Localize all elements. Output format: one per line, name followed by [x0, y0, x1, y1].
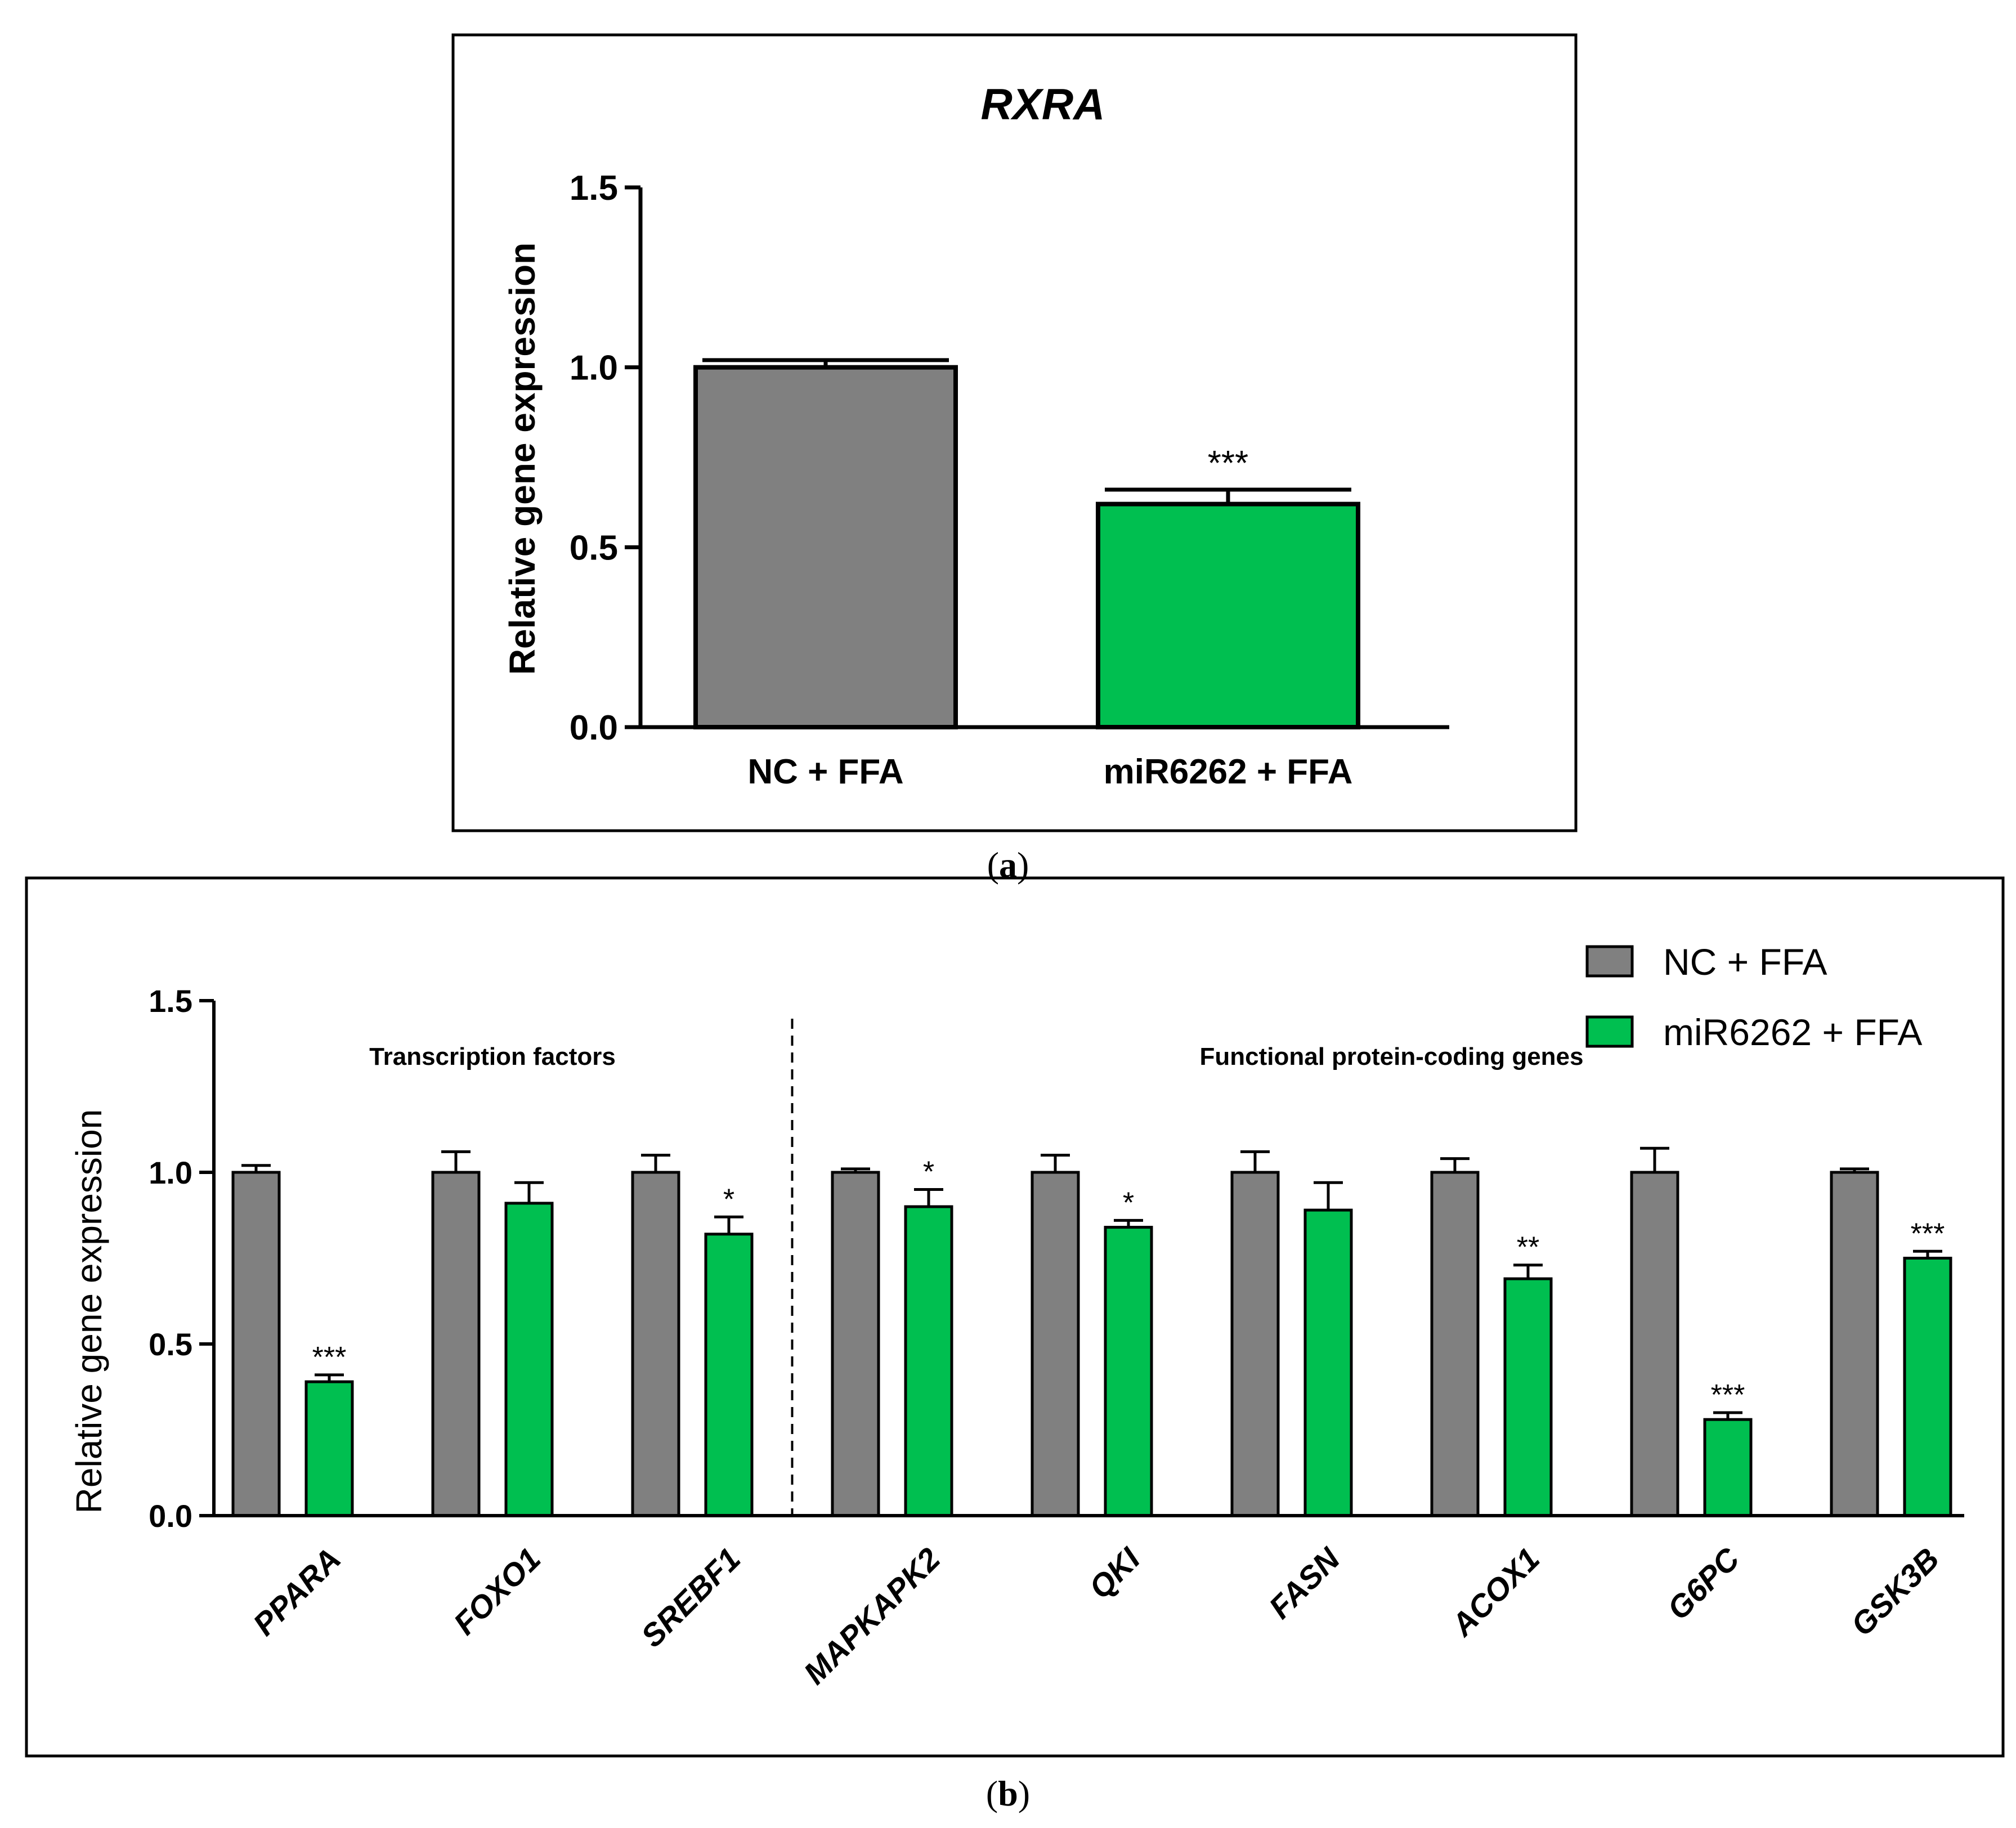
group-label: Transcription factors — [369, 1043, 616, 1070]
bar — [1096, 501, 1360, 729]
bar — [904, 1205, 953, 1517]
y-tick-label: 0.5 — [149, 1327, 192, 1362]
legend: NC + FFA miR6262 + FFA — [1585, 941, 1922, 1053]
panel-a-bars: *** — [693, 358, 1360, 729]
significance-label: *** — [1911, 1217, 1945, 1250]
bar — [693, 365, 958, 729]
bar — [231, 1171, 281, 1517]
x-tick-label: FASN — [1262, 1540, 1347, 1625]
x-tick-label: GSK3B — [1844, 1541, 1946, 1643]
panel-b: Relative gene expression 0.0 0.5 1.0 1.5 Tr… — [25, 876, 2005, 1758]
y-tick-label: 1.5 — [149, 983, 192, 1019]
bar — [431, 1171, 481, 1517]
bar — [1430, 1171, 1480, 1517]
y-tick-label: 1.5 — [570, 169, 618, 208]
significance-label: *** — [1711, 1379, 1745, 1412]
x-tick-label: QKI — [1082, 1540, 1147, 1606]
legend-label: NC + FFA — [1663, 941, 1827, 983]
x-tick-label: NC + FFA — [747, 752, 903, 791]
y-tick-label: 0.0 — [149, 1498, 192, 1534]
x-tick-label: G6PC — [1660, 1540, 1746, 1627]
bar — [1104, 1226, 1153, 1517]
significance-label: ** — [1517, 1231, 1539, 1264]
panel-b-bars: ************** — [231, 1146, 1952, 1517]
x-tick-label: SREBF1 — [634, 1541, 747, 1654]
panel-b-x-labels: PPARA FOXO1 SREBF1 MAPKAPK2 QKI FASN ACOX1 G6PC… — [246, 1540, 1946, 1691]
x-tick-label: FOXO1 — [447, 1541, 548, 1642]
panel-a-y-axis-label: Relative gene expression — [502, 243, 543, 675]
panel-b-y-axis-label: Relative gene expression — [69, 1109, 109, 1514]
bar — [1630, 1171, 1679, 1517]
bar — [631, 1171, 680, 1517]
bar — [1230, 1171, 1280, 1517]
y-tick-label: 0.5 — [570, 528, 618, 567]
legend-swatch — [1585, 1015, 1634, 1048]
panel-a-x-labels: NC + FFA miR6262 + FFA — [747, 752, 1352, 791]
bar — [831, 1171, 880, 1517]
x-tick-label: miR6262 + FFA — [1104, 752, 1353, 791]
svg-text:(b): (b) — [986, 1773, 1030, 1813]
panel-b-caption: (b) — [986, 1773, 1030, 1813]
significance-label: * — [723, 1183, 734, 1216]
bar — [304, 1380, 354, 1517]
bar — [1903, 1257, 1952, 1517]
bar — [1830, 1171, 1879, 1517]
x-tick-label: PPARA — [246, 1541, 347, 1642]
significance-label: * — [923, 1156, 934, 1189]
bar — [504, 1202, 554, 1517]
y-tick-label: 0.0 — [570, 709, 618, 747]
bar — [1703, 1418, 1753, 1517]
bar — [1503, 1277, 1553, 1517]
panel-b-frame — [25, 876, 2005, 1758]
legend-label: miR6262 + FFA — [1663, 1011, 1922, 1053]
panel-b-caption-letter: b — [998, 1773, 1018, 1813]
y-tick-label: 1.0 — [570, 349, 618, 388]
significance-label: * — [1123, 1186, 1134, 1219]
panel-a: RXRA Relative gene expression 0.0 0.5 1.0 1… — [451, 33, 1578, 832]
panel-a-frame — [451, 33, 1578, 832]
bar — [1303, 1208, 1353, 1517]
bar — [1031, 1171, 1080, 1517]
group-label: Functional protein-coding genes — [1200, 1043, 1584, 1070]
legend-swatch — [1585, 945, 1634, 978]
bar — [704, 1233, 754, 1517]
x-tick-label: ACOX1 — [1444, 1541, 1546, 1643]
x-tick-label: MAPKAPK2 — [797, 1541, 947, 1691]
significance-label: *** — [312, 1341, 347, 1374]
panel-b-group-labels: Transcription factors Functional protein-… — [369, 1043, 1583, 1070]
significance-label: *** — [1208, 444, 1248, 483]
panel-b-y-ticks: 0.0 0.5 1.0 1.5 — [149, 983, 214, 1534]
panel-a-y-ticks: 0.0 0.5 1.0 1.5 — [570, 169, 640, 747]
y-tick-label: 1.0 — [149, 1155, 192, 1190]
panel-a-title: RXRA — [980, 79, 1105, 129]
